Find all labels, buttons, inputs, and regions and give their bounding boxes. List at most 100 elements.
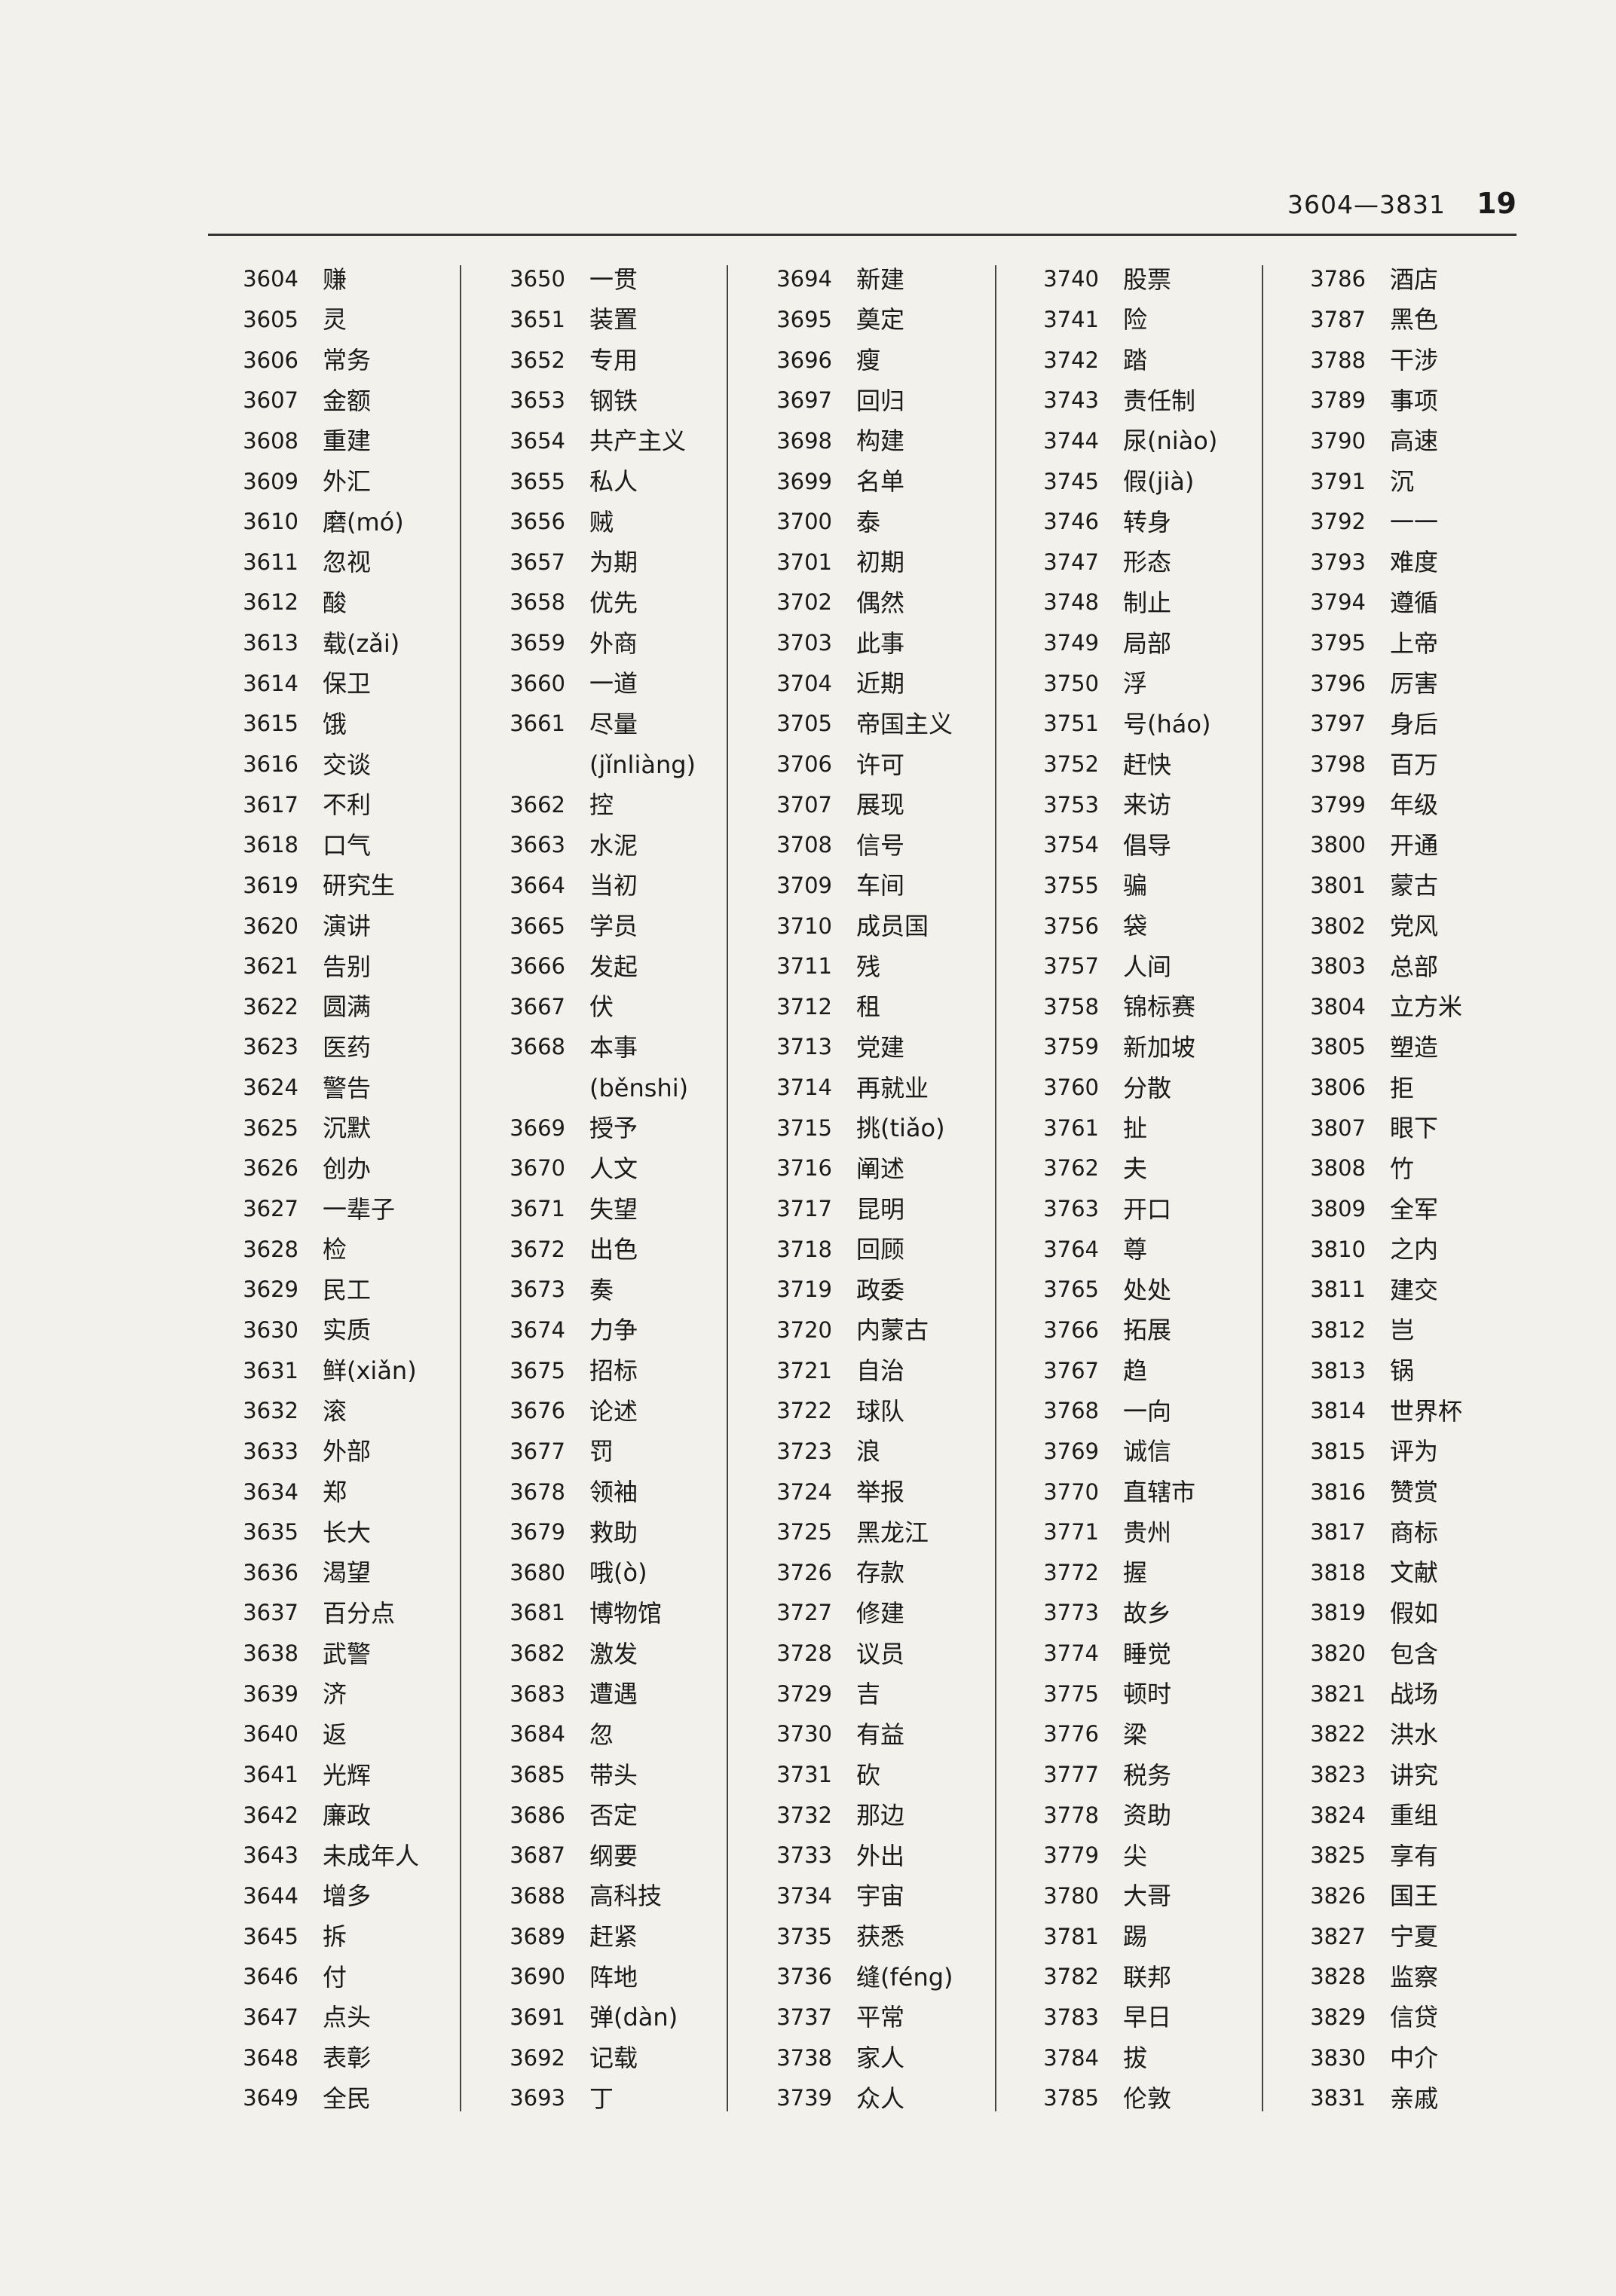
- word-entry: 3663 水泥: [475, 825, 739, 866]
- word-entry: 3690 阵地: [475, 1957, 739, 1998]
- entry-number: 3710: [776, 913, 832, 939]
- entry-number: 3667: [510, 993, 565, 1020]
- entry-number: 3686: [510, 1802, 565, 1828]
- entry-word: 私人: [589, 467, 638, 497]
- word-entry: 3705 帝国主义: [742, 704, 1005, 744]
- word-entry: 3604 赚: [208, 259, 472, 300]
- word-entry: 3748 制止: [1008, 582, 1272, 623]
- entry-word: 平常: [856, 2003, 905, 2032]
- entry-number: 3762: [1043, 1155, 1099, 1182]
- entry-number: 3742: [1043, 347, 1099, 373]
- entry-number: 3785: [1043, 2085, 1099, 2111]
- column-divider: [1262, 265, 1263, 2111]
- entry-word: 再就业: [856, 1073, 929, 1102]
- entry-number: 3808: [1310, 1155, 1366, 1182]
- entry-number: 3798: [1310, 751, 1366, 777]
- word-entry: 3774 睡觉: [1008, 1634, 1272, 1674]
- word-entry: 3669 授予: [475, 1108, 739, 1148]
- word-entry: 3685 带头: [475, 1755, 739, 1796]
- word-entry: 3725 黑龙江: [742, 1512, 1005, 1553]
- entry-number: 3737: [776, 2004, 832, 2030]
- entry-number: 3766: [1043, 1316, 1099, 1343]
- entry-number: 3705: [776, 711, 832, 737]
- entry-number: 3729: [776, 1680, 832, 1707]
- entry-word: 文献: [1390, 1558, 1439, 1588]
- entry-word: 警告: [323, 1073, 372, 1102]
- entry-number: 3639: [243, 1680, 298, 1707]
- entry-number: 3662: [510, 791, 565, 818]
- word-entry: 3610 磨(mó): [208, 502, 472, 543]
- entry-number: 3669: [510, 1114, 565, 1141]
- entry-word: 创办: [323, 1154, 372, 1183]
- entry-number: 3714: [776, 1075, 832, 1101]
- entry-word: 宁夏: [1390, 1922, 1439, 1952]
- entry-number: 3632: [243, 1398, 298, 1424]
- entry-number: 3755: [1043, 872, 1099, 898]
- entry-word: 干涉: [1390, 346, 1439, 375]
- entry-number: 3664: [510, 872, 565, 898]
- entry-word: 人文: [589, 1154, 638, 1183]
- entry-word: 赚: [323, 264, 347, 294]
- entry-number: 3700: [776, 509, 832, 535]
- word-entry: 3759 新加坡: [1008, 1027, 1272, 1068]
- entry-word: 分散: [1123, 1073, 1172, 1102]
- entry-range: 3604—3831: [1287, 190, 1446, 219]
- entry-number: 3744: [1043, 427, 1099, 454]
- word-entry: 3694 新建: [742, 259, 1005, 300]
- entry-word: 尖: [1123, 1841, 1148, 1870]
- entry-word: 战场: [1390, 1680, 1439, 1709]
- word-entry: 3786 酒店: [1275, 259, 1539, 300]
- word-entry: 3811 建交: [1275, 1270, 1539, 1310]
- entry-word: 付: [323, 1962, 347, 1992]
- entry-number: 3819: [1310, 1600, 1366, 1626]
- word-entry: 3620 演讲: [208, 906, 472, 946]
- word-entry: 3723 浪: [742, 1432, 1005, 1472]
- word-entry: 3679 救助: [475, 1512, 739, 1553]
- word-column-3: 3694 新建 3695 奠定 3696 瘦 3697 回归 3698 构建 3699 名单 3700 泰…: [742, 259, 1005, 2111]
- word-entry: 3761 扯: [1008, 1108, 1272, 1148]
- entry-word: 信贷: [1390, 2003, 1439, 2032]
- entry-number: 3736: [776, 1964, 832, 1990]
- word-entry: 3680 哦(ò): [475, 1553, 739, 1594]
- word-entry: 3655 私人: [475, 461, 739, 502]
- word-entry: 3719 政委: [742, 1270, 1005, 1310]
- entry-number: 3709: [776, 872, 832, 898]
- word-entry: 3799 年级: [1275, 784, 1539, 825]
- entry-number: 3683: [510, 1680, 565, 1707]
- entry-number: 3726: [776, 1559, 832, 1585]
- entry-number: 3661: [510, 711, 565, 737]
- word-entry: 3728 议员: [742, 1634, 1005, 1674]
- word-entry: 3739 众人: [742, 2078, 1005, 2119]
- entry-word: 领袖: [589, 1478, 638, 1507]
- entry-number: 3701: [776, 549, 832, 575]
- word-entry: 3791 沉: [1275, 461, 1539, 502]
- entry-word: 中介: [1390, 2044, 1439, 2072]
- entry-word: 医药: [323, 1032, 372, 1062]
- word-entry: 3683 遭遇: [475, 1674, 739, 1714]
- word-entry: 3706 许可: [742, 744, 1005, 785]
- word-entry: 3686 否定: [475, 1795, 739, 1836]
- entry-word: 外部: [323, 1437, 372, 1466]
- entry-number: 3792: [1310, 509, 1366, 535]
- entry-word: 处处: [1123, 1275, 1172, 1304]
- entry-word: 世界杯: [1390, 1396, 1463, 1426]
- entry-number: 3812: [1310, 1316, 1366, 1343]
- word-entry: 3711 残: [742, 946, 1005, 987]
- entry-word: 成员国: [856, 912, 929, 941]
- entry-word: 圆满: [323, 992, 372, 1022]
- word-entry: 3649 全民: [208, 2078, 472, 2119]
- word-entry: 3644 增多: [208, 1876, 472, 1917]
- entry-number: 3613: [243, 630, 298, 656]
- word-entry: 3826 国王: [1275, 1876, 1539, 1917]
- word-entry: 3701 初期: [742, 542, 1005, 582]
- entry-word: 拆: [323, 1922, 347, 1952]
- entry-word: 骗: [1123, 871, 1148, 900]
- entry-number: 3754: [1043, 832, 1099, 858]
- word-entry: 3643 未成年人: [208, 1836, 472, 1876]
- entry-word: 返: [323, 1720, 347, 1749]
- entry-word: 信号: [856, 830, 905, 860]
- entry-word: 险: [1123, 305, 1148, 335]
- entry-word: 议员: [856, 1639, 905, 1668]
- entry-word: 昆明: [856, 1194, 905, 1224]
- entry-word: 有益: [856, 1720, 905, 1749]
